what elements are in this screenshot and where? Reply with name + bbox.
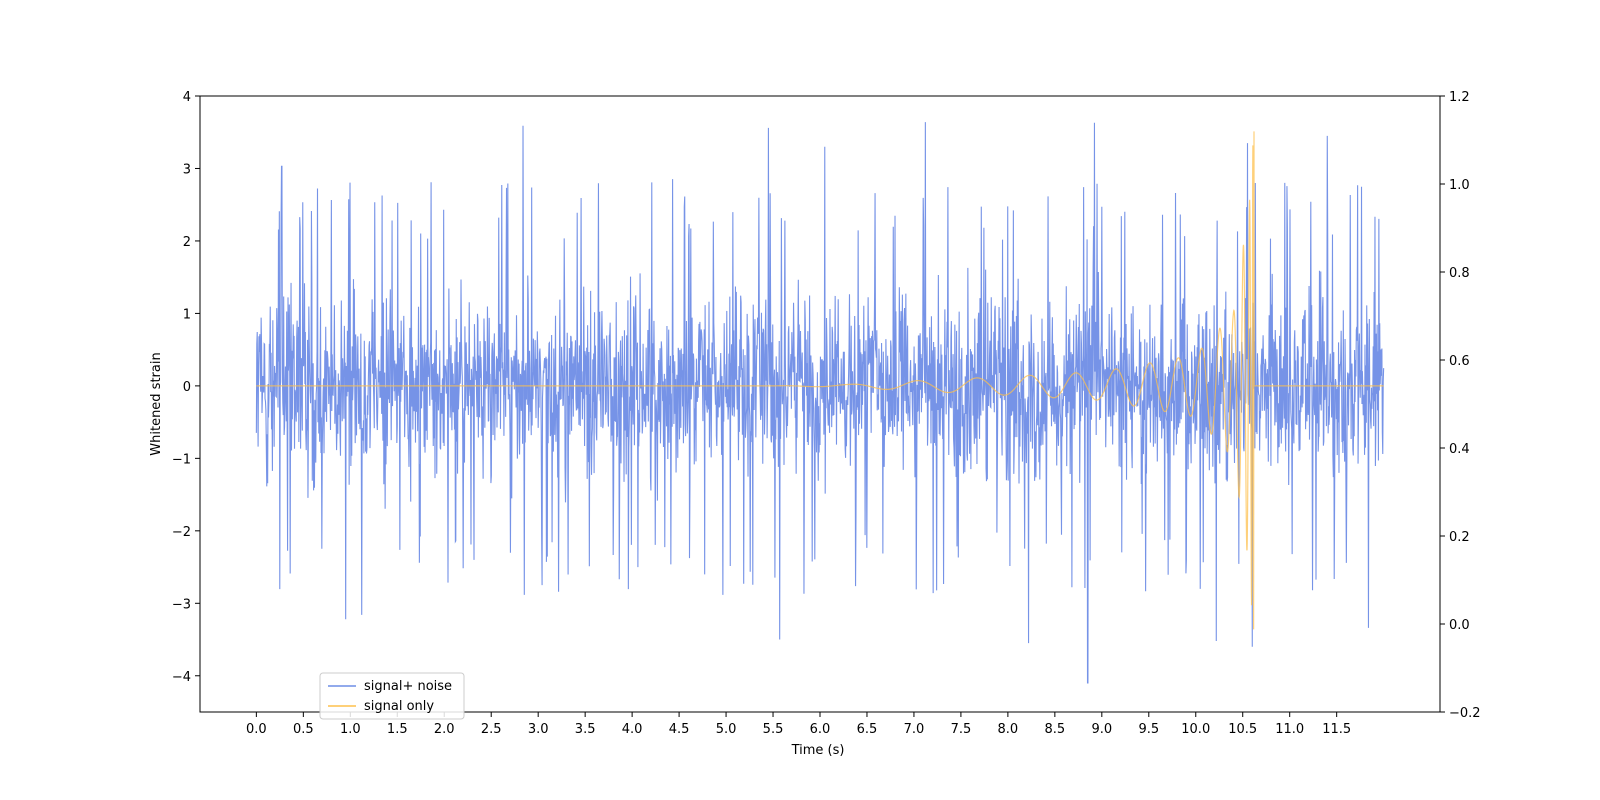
x-tick-label: 10.0 xyxy=(1181,722,1210,737)
series-layer xyxy=(255,122,1385,684)
x-tick-label: 8.5 xyxy=(1045,722,1066,737)
x-tick-label: 6.0 xyxy=(810,722,831,737)
y2-tick-label: 0.0 xyxy=(1449,618,1470,633)
x-tick-label: 5.0 xyxy=(716,722,737,737)
y-tick-label: 2 xyxy=(183,235,191,250)
legend-box xyxy=(319,672,465,720)
legend-label-signal-only: signal only xyxy=(364,699,434,714)
y2-tick-label: 0.4 xyxy=(1449,442,1470,457)
y-axis-left: 4 3 2 1 0 −1 −2 −3 −4 xyxy=(172,90,200,685)
x-tick-label: 0.0 xyxy=(246,722,267,737)
x-tick-label: 11.5 xyxy=(1322,722,1351,737)
x-tick-label: 5.5 xyxy=(763,722,784,737)
x-tick-label: 6.5 xyxy=(857,722,878,737)
x-tick-label: 0.5 xyxy=(293,722,314,737)
x-axis-title: Time (s) xyxy=(791,743,845,758)
y-axis-title: Whitened strain xyxy=(149,352,164,455)
y2-tick-label: 1.0 xyxy=(1449,178,1470,193)
x-tick-label: 10.5 xyxy=(1228,722,1257,737)
legend-label-signal-noise: signal+ noise xyxy=(364,679,452,694)
y-tick-label: −3 xyxy=(172,597,191,612)
x-axis: 0.0 0.5 1.0 1.5 2.0 2.5 3.0 3.5 4.0 4.5 5.0 5.5 6.0 6… xyxy=(246,712,1351,737)
x-tick-label: 4.0 xyxy=(622,722,643,737)
x-tick-label: 7.5 xyxy=(951,722,972,737)
x-tick-label: 9.0 xyxy=(1091,722,1112,737)
x-tick-label: 11.0 xyxy=(1275,722,1304,737)
series-signal-only xyxy=(256,131,1384,630)
x-tick-label: 2.0 xyxy=(434,722,455,737)
y-tick-label: 3 xyxy=(183,162,191,177)
y-tick-label: 1 xyxy=(183,307,191,322)
y-tick-label: 4 xyxy=(183,90,191,105)
x-tick-label: 1.0 xyxy=(340,722,361,737)
y-tick-label: 0 xyxy=(183,380,191,395)
x-tick-label: 2.5 xyxy=(481,722,502,737)
x-tick-label: 3.0 xyxy=(528,722,549,737)
x-tick-label: 4.5 xyxy=(669,722,690,737)
y2-tick-label: 1.2 xyxy=(1449,90,1470,105)
y-tick-label: −4 xyxy=(172,670,191,685)
x-tick-label: 7.0 xyxy=(904,722,925,737)
series-signal-noise xyxy=(255,122,1385,684)
y2-tick-label: −0.2 xyxy=(1449,706,1481,721)
y-axis-right: 1.2 1.0 0.8 0.6 0.4 0.2 0.0 −0.2 xyxy=(1440,90,1481,721)
x-tick-label: 9.5 xyxy=(1138,722,1159,737)
y-tick-label: −2 xyxy=(172,525,191,540)
y2-tick-label: 0.2 xyxy=(1449,530,1470,545)
y-tick-label: −1 xyxy=(172,452,191,467)
x-tick-label: 3.5 xyxy=(575,722,596,737)
y2-tick-label: 0.8 xyxy=(1449,266,1470,281)
x-tick-label: 8.0 xyxy=(998,722,1019,737)
legend: signal+ noise signal only xyxy=(319,672,465,720)
y2-tick-label: 0.6 xyxy=(1449,354,1470,369)
x-tick-label: 1.5 xyxy=(387,722,408,737)
